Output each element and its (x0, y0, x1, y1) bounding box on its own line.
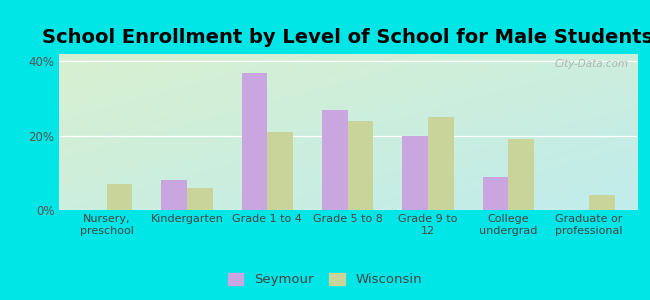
Legend: Seymour, Wisconsin: Seymour, Wisconsin (224, 269, 426, 290)
Bar (508, 140, 534, 210)
Bar (267, 132, 293, 210)
Bar (107, 184, 133, 210)
Bar (589, 195, 614, 210)
Bar (242, 73, 267, 210)
Bar (322, 110, 348, 210)
Title: School Enrollment by Level of School for Male Students: School Enrollment by Level of School for… (42, 28, 650, 47)
Bar (402, 136, 428, 210)
Bar (187, 188, 213, 210)
Bar (483, 177, 508, 210)
Bar (161, 180, 187, 210)
Bar (348, 121, 374, 210)
Bar (428, 117, 454, 210)
Text: City-Data.com: City-Data.com (554, 59, 629, 69)
